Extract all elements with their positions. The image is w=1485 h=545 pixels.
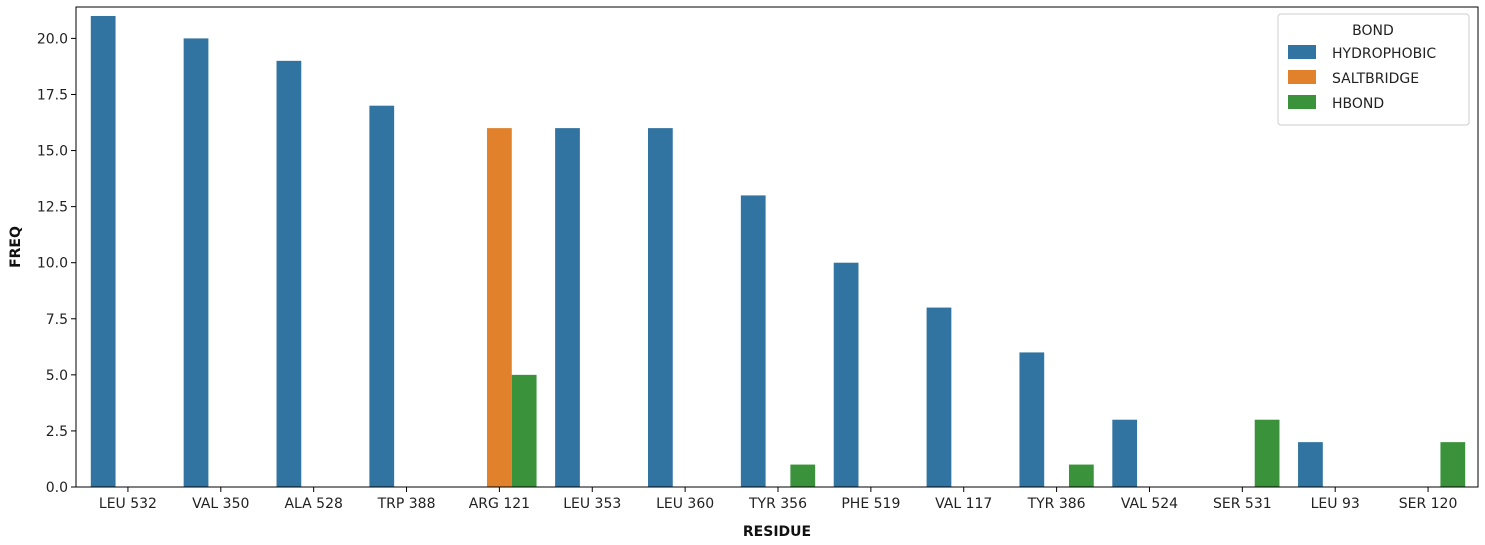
bar-saltbridge-4 (487, 128, 512, 487)
y-tick-label: 7.5 (46, 312, 68, 328)
x-tick-label: PHE 519 (841, 496, 900, 512)
bar-hydrophobic-0 (90, 15, 116, 487)
bar-hydrophobic-13 (1298, 442, 1323, 487)
legend-title: BOND (1352, 23, 1394, 39)
bar-hbond-12 (1254, 419, 1280, 487)
x-tick-label: SER 120 (1399, 496, 1458, 512)
y-tick-label: 10.0 (37, 256, 68, 272)
legend: BOND HYDROPHOBIC SALTBRIDGE HBOND (1277, 13, 1470, 126)
x-tick-label: VAL 524 (1121, 496, 1178, 512)
x-tick-label: LEU 532 (99, 496, 157, 512)
bar-hydrophobic-11 (1112, 419, 1138, 487)
legend-box (1277, 13, 1470, 126)
bar-hydrophobic-5 (555, 128, 580, 487)
x-axis-title: RESIDUE (743, 524, 811, 540)
y-tick-label: 2.5 (46, 424, 68, 440)
x-tick-label: LEU 93 (1311, 496, 1360, 512)
legend-items: HYDROPHOBIC SALTBRIDGE HBOND (1288, 45, 1436, 112)
plot-frame (75, 6, 1479, 488)
bar-hydrophobic-7 (740, 195, 766, 487)
legend-label-hydrophobic: HYDROPHOBIC (1332, 46, 1436, 62)
x-tick-label: TYR 386 (1027, 496, 1086, 512)
y-tick-label: 15.0 (37, 144, 68, 160)
x-tick-label: ALA 528 (284, 496, 342, 512)
y-tick-label: 12.5 (37, 200, 68, 216)
legend-swatch-hydrophobic (1288, 45, 1316, 59)
x-tick-label: ARG 121 (469, 496, 530, 512)
x-axis: LEU 532 VAL 350 ALA 528 TRP 388 ARG 121 LEU 3… (99, 487, 1457, 512)
legend-swatch-hbond (1288, 95, 1316, 109)
y-tick-label: 17.5 (37, 87, 68, 103)
bar-hbond-7 (790, 464, 816, 487)
y-tick-label: 5.0 (46, 368, 68, 384)
y-tick-label: 20.0 (37, 31, 68, 47)
legend-swatch-saltbridge (1288, 70, 1316, 84)
bar-hydrophobic-8 (833, 262, 859, 487)
bar-hydrophobic-1 (183, 38, 209, 488)
x-tick-label: SER 531 (1213, 496, 1272, 512)
x-tick-label: LEU 353 (563, 496, 621, 512)
bar-hbond-14 (1440, 442, 1466, 487)
y-tick-label: 0.0 (46, 480, 68, 496)
x-tick-label: VAL 350 (192, 496, 249, 512)
bar-hbond-10 (1068, 464, 1094, 487)
y-axis: 0.0 2.5 5.0 7.5 10.0 12.5 15.0 17.5 20.0 (37, 31, 76, 496)
bar-hydrophobic-3 (369, 105, 395, 487)
bar-hydrophobic-9 (926, 307, 952, 487)
legend-label-saltbridge: SALTBRIDGE (1332, 71, 1419, 87)
x-tick-label: VAL 117 (935, 496, 992, 512)
x-tick-label: TRP 388 (377, 496, 436, 512)
bar-hydrophobic-6 (647, 128, 673, 487)
bar-hydrophobic-2 (276, 60, 302, 487)
x-tick-label: TYR 356 (748, 496, 807, 512)
bar-hydrophobic-10 (1019, 352, 1045, 487)
y-axis-title: FREQ (8, 226, 24, 268)
bar-hbond-4 (511, 374, 537, 487)
bars-layer (90, 15, 1466, 488)
legend-label-hbond: HBOND (1332, 96, 1384, 112)
x-tick-label: LEU 360 (656, 496, 714, 512)
